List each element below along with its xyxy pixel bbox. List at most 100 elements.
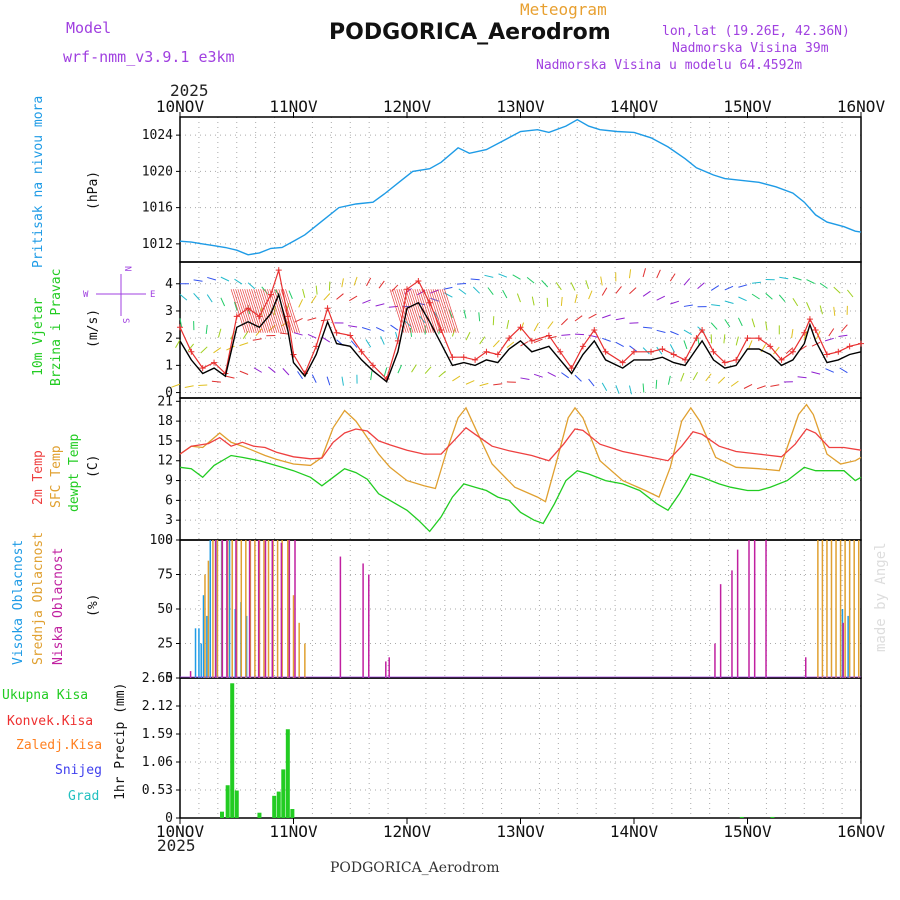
wind-arrow — [247, 282, 256, 290]
wind-arrow — [838, 334, 848, 337]
wind-arrow — [353, 276, 358, 286]
wind-arrow — [193, 292, 200, 301]
cloud-titles: Visoka Oblacnost Srednja Oblacnost Niska… — [11, 532, 101, 665]
wind-arrow — [456, 283, 467, 285]
precip-bar — [770, 816, 775, 818]
wind-arrow — [458, 288, 467, 295]
wind-arrow — [234, 278, 243, 285]
t2m-title: 2m Temp — [31, 450, 46, 505]
y-tick-label: 3 — [165, 513, 173, 528]
wind-gust-marker — [670, 351, 677, 358]
wind-arrow — [737, 317, 743, 327]
wind-arrow — [225, 375, 235, 379]
wind-arrow — [792, 276, 802, 281]
wind-arrow — [341, 376, 344, 386]
temperature-titles: 2m Temp SFC Temp dewpt Temp (C) — [31, 434, 101, 512]
wind-arrow — [200, 346, 208, 354]
wind-arrow — [642, 347, 650, 355]
wind-arrow — [710, 322, 718, 330]
wind-arrow — [819, 305, 823, 315]
wind-hatch — [273, 289, 289, 333]
wind-arrow — [773, 346, 780, 355]
wind-gust-marker — [858, 340, 864, 347]
wind-gust-marker — [619, 359, 626, 366]
wind-arrow — [828, 328, 835, 337]
wind-arrow — [506, 319, 510, 330]
x-tick-label: 13NOV — [496, 822, 545, 841]
y-tick-label: 0 — [165, 811, 173, 826]
wind-arrow — [533, 338, 543, 344]
y-tick-label: 0 — [165, 533, 173, 548]
x-tick-label: 10NOV — [156, 97, 205, 116]
wind-arrow — [198, 384, 208, 386]
wind-arrow — [656, 295, 666, 301]
wind-hatch — [282, 289, 298, 333]
wind-arrow — [424, 366, 432, 374]
wind-arrow — [574, 294, 578, 304]
wind-hatch — [444, 289, 459, 333]
wind-arrow — [570, 282, 576, 291]
wind-arrow — [561, 334, 571, 336]
wind-hatch — [410, 289, 425, 333]
wind-gust-marker — [682, 356, 689, 363]
wind-gust-marker — [591, 327, 598, 333]
wind-arrow — [770, 384, 780, 387]
wind-arrow — [751, 293, 760, 300]
wind-arrow — [841, 324, 848, 332]
wind-arrow — [207, 276, 217, 281]
model-elevation-label: Nadmorska Visina u modelu 64.4592m — [536, 58, 803, 73]
wind-arrow — [692, 371, 698, 381]
wind-gust-marker — [767, 343, 774, 350]
wind-arrow — [723, 334, 726, 344]
wind-title: 10m Vjetar — [31, 298, 46, 376]
y-tick-label: 4 — [165, 277, 173, 292]
wind-arrow — [765, 292, 773, 300]
wind-arrow — [273, 306, 276, 316]
elevation-label: Nadmorska Visina 39m — [672, 41, 829, 56]
wind-arrow — [487, 287, 494, 296]
wind-gust-marker — [313, 343, 320, 350]
x-tick-label: 12NOV — [383, 97, 432, 116]
temperature-unit: (C) — [86, 455, 101, 478]
wind-arrow — [615, 385, 620, 394]
wind-gust-marker — [744, 335, 751, 342]
wind-gust-marker — [284, 313, 291, 320]
wind-gust-marker — [693, 335, 700, 342]
wind-gust-marker — [415, 278, 422, 285]
wind-gust-marker — [528, 337, 535, 344]
wind-gust-marker — [699, 327, 706, 333]
y-tick-label: 18 — [157, 414, 173, 429]
wind-arrow — [724, 285, 734, 291]
wind-arrow — [362, 299, 371, 304]
wind-hatch — [230, 289, 246, 333]
wind-gust-marker — [333, 329, 340, 336]
wind-arrow — [298, 299, 304, 308]
wind-arrow — [311, 374, 317, 383]
model-label: Model — [66, 19, 112, 37]
wind-arrow — [205, 324, 208, 334]
wind-arrow — [452, 375, 461, 382]
pressure-line — [179, 118, 862, 256]
wind-arrow — [751, 281, 762, 284]
y-tick-label: 12 — [157, 454, 173, 469]
wind-arrow — [361, 327, 371, 331]
wind-arrow — [560, 296, 563, 307]
y-tick-label: 3 — [165, 304, 173, 319]
precip-bar — [225, 785, 230, 818]
y-tick-label: 1024 — [142, 128, 173, 143]
wind-gust-marker — [199, 365, 206, 372]
wind-gust-marker — [177, 324, 183, 331]
compass-rose-icon: N W E S — [83, 266, 155, 323]
wind-hatch — [255, 289, 271, 333]
y-tick-label: 75 — [157, 568, 173, 583]
wind-arrow — [615, 317, 625, 321]
wind-arrow — [756, 385, 766, 390]
x-tick-label: 15NOV — [723, 97, 772, 116]
wind-arrow — [797, 376, 807, 379]
wind-gust-marker — [801, 329, 808, 336]
wind-hatch — [246, 289, 262, 333]
wind-arrow — [375, 303, 385, 307]
wind-gust-marker — [449, 354, 456, 361]
wind-arrow — [839, 367, 848, 374]
dewpt-title: dewpt Temp — [67, 434, 82, 512]
